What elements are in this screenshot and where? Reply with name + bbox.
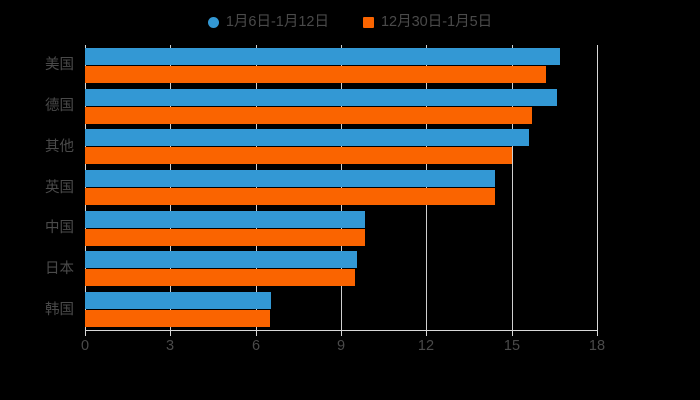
x-tick-label: 12 <box>417 338 435 354</box>
legend-item-series-0[interactable]: 1月6日-1月12日 <box>207 14 329 30</box>
x-axis-line <box>85 330 598 331</box>
bar[interactable] <box>85 310 270 328</box>
y-axis-labels: 美国德国其他英国中国日本韩国 <box>0 45 74 330</box>
bar[interactable] <box>85 170 495 187</box>
bar-group <box>85 88 597 124</box>
bar[interactable] <box>85 88 558 106</box>
legend-square-marker-icon <box>362 16 374 28</box>
gridline-x-15 <box>512 45 513 330</box>
x-axis-labels: 0 3 6 9 12 15 18 <box>0 331 700 357</box>
y-tick-label: 美国 <box>45 57 74 74</box>
x-tick-mark <box>597 331 598 336</box>
y-tick-label: 日本 <box>45 260 74 277</box>
bar[interactable] <box>85 65 546 83</box>
gridline-x-9 <box>341 45 342 330</box>
gridline-x-18 <box>597 45 598 330</box>
gridline-x-12 <box>426 45 427 330</box>
x-tick-label: 15 <box>503 338 521 354</box>
y-tick-label: 中国 <box>45 220 74 237</box>
bar-group <box>85 129 597 165</box>
bar-group <box>85 251 597 287</box>
bar-group <box>85 210 597 246</box>
y-tick-label: 英国 <box>45 179 74 196</box>
x-tick-mark <box>85 331 86 336</box>
legend-item-series-1[interactable]: 12月30日-1月5日 <box>362 14 493 30</box>
x-tick-mark <box>170 331 171 336</box>
x-tick-label: 6 <box>251 338 261 354</box>
x-tick-label: 18 <box>588 338 606 354</box>
bar[interactable] <box>85 47 561 65</box>
gridline-x-0 <box>85 45 86 330</box>
chart-legend: 1月6日-1月12日 12月30日-1月5日 <box>0 10 700 34</box>
legend-label-series-0: 1月6日-1月12日 <box>225 14 329 30</box>
bar[interactable] <box>85 269 356 287</box>
x-tick-mark <box>426 331 427 336</box>
gridline-x-3 <box>170 45 171 330</box>
plot-area <box>85 45 598 330</box>
y-tick-label: 德国 <box>45 98 74 115</box>
y-tick-label: 其他 <box>45 138 74 155</box>
x-tick-mark <box>341 331 342 336</box>
bar[interactable] <box>85 129 529 147</box>
gridline-x-6 <box>256 45 257 330</box>
bar[interactable] <box>85 106 532 124</box>
x-tick-label: 0 <box>80 338 90 354</box>
bar[interactable] <box>85 210 366 228</box>
x-tick-mark <box>256 331 257 336</box>
bar-group <box>85 292 597 328</box>
bar-group <box>85 47 597 83</box>
bar[interactable] <box>85 147 512 165</box>
bar-series-container <box>85 45 597 330</box>
y-tick-label: 韩国 <box>45 301 74 318</box>
bar[interactable] <box>85 292 272 310</box>
x-tick-label: 9 <box>336 338 346 354</box>
x-tick-mark <box>512 331 513 336</box>
x-tick-label: 3 <box>165 338 175 354</box>
legend-label-series-1: 12月30日-1月5日 <box>380 14 493 30</box>
bar[interactable] <box>85 251 357 269</box>
bar[interactable] <box>85 228 366 246</box>
bar[interactable] <box>85 188 495 205</box>
bar-group <box>85 170 597 205</box>
legend-circle-marker-icon <box>207 16 219 28</box>
